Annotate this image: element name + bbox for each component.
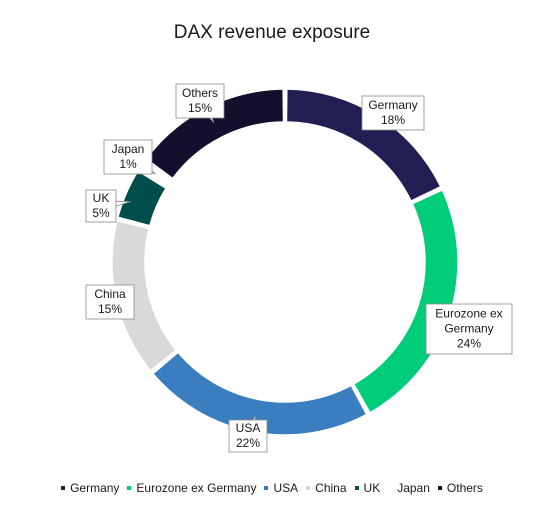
legend-item-japan: Japan [388,481,430,495]
legend-label: Eurozone ex Germany [136,481,257,495]
legend-swatch [264,486,269,490]
slice-usa [151,351,368,436]
callout-box-usa [228,419,268,453]
slice-value-others: 15% [188,101,212,115]
legend-item-usa: USA [264,481,298,495]
legend-label: Germany [70,481,120,495]
legend-swatch [354,486,359,490]
slice-value-germany: 18% [381,113,405,127]
legend-swatch [306,486,311,490]
slice-value-eurozone-ex-germany: 24% [457,337,481,351]
callout-box-others [175,83,225,119]
slice-germany [285,88,442,203]
slice-eurozone-ex-germany [352,188,459,414]
slice-label-eurozone-ex-germany: Eurozone ex Germany 24% [435,307,502,351]
callout-box-china [85,284,135,320]
callout-box-eurozone-ex-germany [425,303,513,355]
legend-swatch [127,486,132,490]
legend-swatch [388,486,393,490]
donut-chart: Germany 18% Eurozone ex Germany 24% USA 22% Chi… [85,83,513,453]
legend-item-germany: Germany [61,481,119,495]
legend-swatch [61,486,66,490]
slice-label-uk: UK 5% [92,191,110,220]
slice-label-japan: Japan 1% [112,142,145,171]
callout-box-germany [361,95,425,131]
callout-box-uk [85,189,117,223]
slice-label-germany: Germany 18% [368,98,417,127]
legend-label: Others [446,481,483,495]
chart-title: DAX revenue exposure [173,22,371,43]
legend-label: UK [363,481,381,495]
slice-value-uk: 5% [92,206,110,220]
slice-china [111,219,178,372]
slice-others [145,88,285,180]
slice-value-usa: 22% [236,436,260,450]
slice-label-usa: USA 22% [236,421,261,450]
slice-label-china: China 15% [94,287,126,316]
slice-value-japan: 1% [119,157,137,171]
legend: Germany Eurozone ex Germany USA China UK Japa… [0,481,544,495]
legend-item-china: China [306,481,347,495]
legend-item-eurozone-ex-germany: Eurozone ex Germany [127,481,256,495]
legend-label: Japan [397,481,430,495]
legend-label: USA [273,481,299,495]
legend-item-uk: UK [354,481,381,495]
legend-item-others: Others [437,481,483,495]
slice-value-china: 15% [98,302,122,316]
slice-label-others: Others 15% [182,86,218,115]
callout-box-japan [103,139,153,175]
legend-label: China [315,481,347,495]
legend-swatch [437,486,442,490]
